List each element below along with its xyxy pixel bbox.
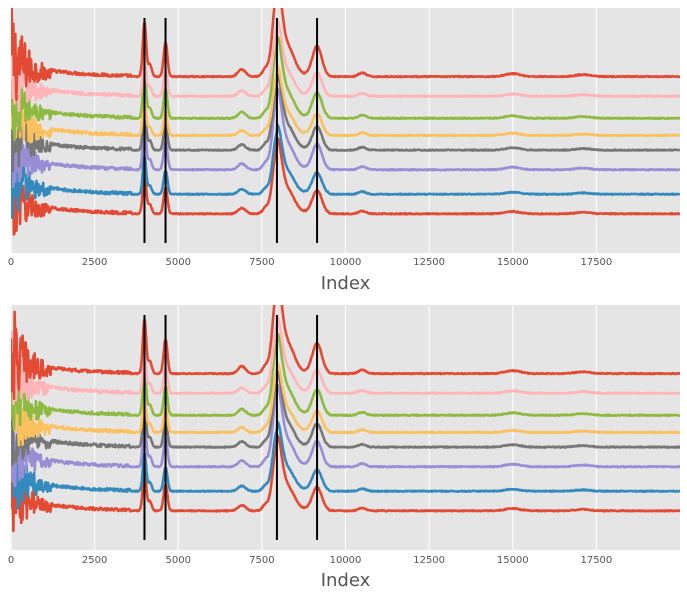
series-line-3 [11,361,680,447]
x-tick-label: 15000 [497,257,529,268]
series-line-5 [11,86,680,188]
series-line-6 [11,420,680,510]
x-tick-label: 5000 [166,257,191,268]
series-line-0 [11,305,680,400]
x-tick-label: 17500 [580,555,612,566]
x-tick-label: 10000 [330,555,362,566]
series-group [11,305,680,533]
x-tick-label: 10000 [330,257,362,268]
x-tick-label: 12500 [413,257,445,268]
series-line-7 [11,434,680,533]
series-line-2 [11,332,680,431]
series-line-3 [11,64,680,144]
series-line-0 [11,8,680,101]
series-line-1 [11,316,680,406]
x-axis-label: Index [321,273,371,294]
x-tick-label: 17500 [580,257,612,268]
series-line-1 [11,19,680,113]
series-line-2 [11,35,680,142]
x-tick-label: 7500 [249,555,274,566]
series-line-6 [11,123,680,219]
series-line-5 [11,383,680,488]
x-tick-label: 2500 [82,555,107,566]
chart-panel-top: 0 2500 5000 7500 10000 12500 15000 17500 Index [8,8,680,294]
series-line-4 [11,73,680,173]
x-axis-label: Index [321,570,371,591]
x-tick-label: 0 [8,257,14,268]
x-tick-label: 7500 [249,257,274,268]
x-tick-label: 12500 [413,555,445,566]
series-line-7 [11,137,680,236]
chart-panel-bottom: 0 2500 5000 7500 10000 12500 15000 17500 Index [8,305,680,591]
series-group [11,8,680,236]
x-tick-label: 2500 [82,257,107,268]
x-tick-label: 0 [8,555,14,566]
x-tick-label: 15000 [497,555,529,566]
x-tick-label: 5000 [166,555,191,566]
series-line-4 [11,370,680,466]
